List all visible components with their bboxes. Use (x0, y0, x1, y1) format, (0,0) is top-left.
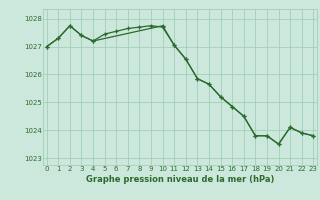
X-axis label: Graphe pression niveau de la mer (hPa): Graphe pression niveau de la mer (hPa) (86, 175, 274, 184)
